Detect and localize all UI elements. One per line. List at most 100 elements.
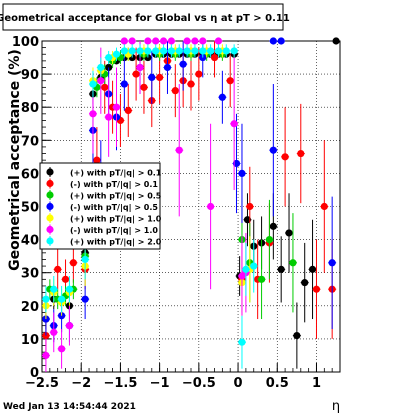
data-point <box>238 338 246 346</box>
y-tick-label: 10 <box>21 333 39 348</box>
data-point <box>156 73 164 82</box>
data-point <box>243 216 252 224</box>
legend-label: (+) with pT/|q| > 2.0 <box>70 238 162 247</box>
data-point <box>207 47 215 55</box>
y-tick-label: 90 <box>21 68 39 83</box>
data-point <box>93 156 101 164</box>
data-point <box>191 47 199 55</box>
data-point <box>210 53 219 62</box>
data-point <box>105 113 113 121</box>
y-tick-label: 100 <box>12 35 39 50</box>
data-point <box>120 37 128 45</box>
data-point <box>308 265 317 273</box>
x-tick-label: 0.5 <box>266 376 289 391</box>
chart-title: Geometrical acceptance for Global vs η a… <box>0 13 290 24</box>
data-point <box>167 47 175 55</box>
data-point <box>69 259 77 267</box>
data-point <box>195 70 203 78</box>
data-point <box>101 83 109 91</box>
x-tick-label: −0.5 <box>182 376 216 391</box>
data-point <box>199 53 207 62</box>
data-point <box>222 47 230 55</box>
data-point <box>148 73 156 82</box>
data-point <box>191 37 199 45</box>
legend-marker <box>46 191 54 199</box>
data-point <box>120 80 128 88</box>
data-point <box>140 83 148 91</box>
data-point <box>187 80 195 88</box>
data-point <box>50 328 58 336</box>
data-point <box>50 285 58 293</box>
data-point <box>167 37 175 45</box>
data-point <box>285 229 293 237</box>
data-point <box>199 47 207 55</box>
legend-marker <box>46 237 54 245</box>
data-point <box>320 202 328 211</box>
data-point <box>293 331 301 340</box>
data-point <box>81 255 89 264</box>
legend-label: (-) with pT/|q| > 0.5 <box>70 203 158 212</box>
data-point <box>207 202 215 211</box>
data-point <box>312 285 321 293</box>
data-point <box>152 47 160 55</box>
y-tick-label: 80 <box>21 101 39 116</box>
data-point <box>232 159 241 168</box>
y-tick-label: 60 <box>21 167 39 182</box>
x-axis-label: η <box>332 399 340 414</box>
data-point <box>297 149 305 158</box>
data-point <box>226 77 234 85</box>
legend: (+) with pT/|q| > 0.1 (-) with pT/|q| > 0… <box>39 162 162 250</box>
x-tick-label: −2.5 <box>25 376 59 391</box>
legend-marker <box>46 202 54 211</box>
legend-label: (+) with pT/|q| > 1.0 <box>70 215 162 224</box>
legend-marker <box>46 179 54 188</box>
data-point <box>277 37 285 45</box>
data-point <box>120 47 128 55</box>
legend-marker <box>46 214 54 222</box>
x-tick-label: −2 <box>71 376 91 391</box>
data-point <box>65 285 74 293</box>
data-point <box>144 37 152 45</box>
data-point <box>269 146 277 154</box>
x-axis: −2.5 −2 −1.5 −1 −0.5 0 0.5 1 <box>25 363 341 391</box>
data-point <box>132 70 140 78</box>
data-point <box>112 103 121 111</box>
data-point <box>230 47 238 55</box>
y-axis-label: Geometrical acceptance (%) <box>7 49 23 271</box>
data-point <box>58 345 66 353</box>
data-point <box>281 153 289 161</box>
y-tick-label: 20 <box>21 300 39 315</box>
data-point <box>89 80 97 88</box>
data-point <box>42 351 50 360</box>
data-point <box>242 265 250 273</box>
legend-label: (-) with pT/|q| > 1.0 <box>70 226 158 235</box>
data-point <box>199 37 207 45</box>
data-point <box>171 87 179 95</box>
data-series <box>41 37 341 372</box>
data-point <box>175 146 183 154</box>
legend-marker <box>46 225 54 234</box>
data-point <box>328 259 336 267</box>
y-tick-label: 30 <box>21 267 39 282</box>
data-point <box>54 265 62 273</box>
data-point <box>163 63 172 72</box>
data-point <box>183 37 191 45</box>
data-point <box>183 47 191 55</box>
data-point <box>112 50 121 58</box>
data-point <box>175 47 183 55</box>
data-point <box>265 236 274 244</box>
data-point <box>61 275 70 283</box>
data-point <box>89 110 97 118</box>
data-point <box>136 47 144 55</box>
data-point <box>97 63 105 72</box>
legend-box <box>39 162 161 250</box>
x-tick-label: −1 <box>150 376 170 391</box>
data-point <box>58 295 66 303</box>
y-tick-label: 50 <box>21 201 39 216</box>
data-point <box>144 47 152 55</box>
data-point <box>332 37 340 45</box>
y-tick-label: 70 <box>21 134 39 149</box>
data-point <box>301 279 309 287</box>
data-point <box>257 275 266 283</box>
data-point <box>159 37 168 45</box>
